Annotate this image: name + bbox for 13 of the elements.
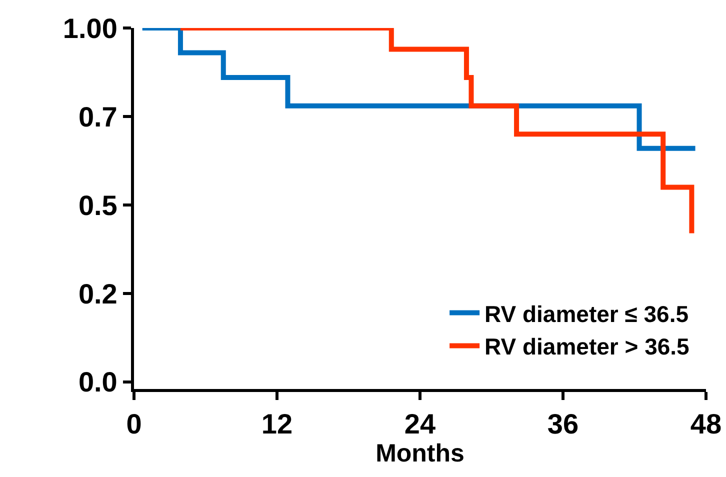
y-tick-label: 0.2 — [78, 278, 118, 310]
x-tick-label: 48 — [690, 408, 722, 440]
x-tick-label: 0 — [126, 408, 142, 440]
y-tick-label: 0.0 — [78, 366, 118, 398]
legend-label: RV diameter > 36.5 — [484, 334, 690, 360]
x-tick-label: 12 — [261, 408, 293, 440]
y-tick-label: 0.7 — [78, 101, 118, 132]
legend-label: RV diameter ≤ 36.5 — [484, 300, 689, 327]
y-tick-label: 0.5 — [78, 190, 118, 221]
y-tick-label: 1.00 — [62, 12, 118, 44]
x-tick-label: 36 — [547, 408, 579, 440]
x-axis-title: Months — [376, 440, 464, 468]
x-tick-label: 24 — [404, 408, 436, 440]
